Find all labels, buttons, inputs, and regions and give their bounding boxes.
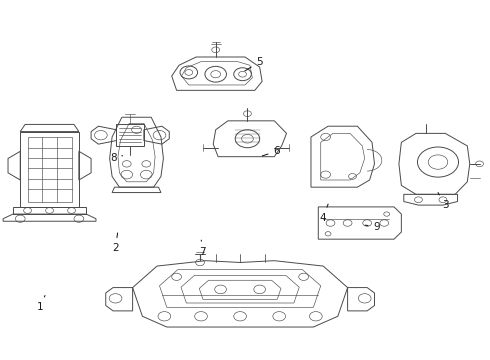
- Text: 7: 7: [199, 240, 206, 257]
- Text: 2: 2: [112, 233, 119, 253]
- Text: 5: 5: [245, 57, 263, 71]
- Text: 4: 4: [320, 204, 328, 222]
- Text: 1: 1: [36, 296, 45, 312]
- Text: 8: 8: [110, 153, 122, 163]
- Text: 3: 3: [438, 193, 449, 210]
- Text: 9: 9: [365, 222, 380, 231]
- Text: 6: 6: [262, 146, 280, 156]
